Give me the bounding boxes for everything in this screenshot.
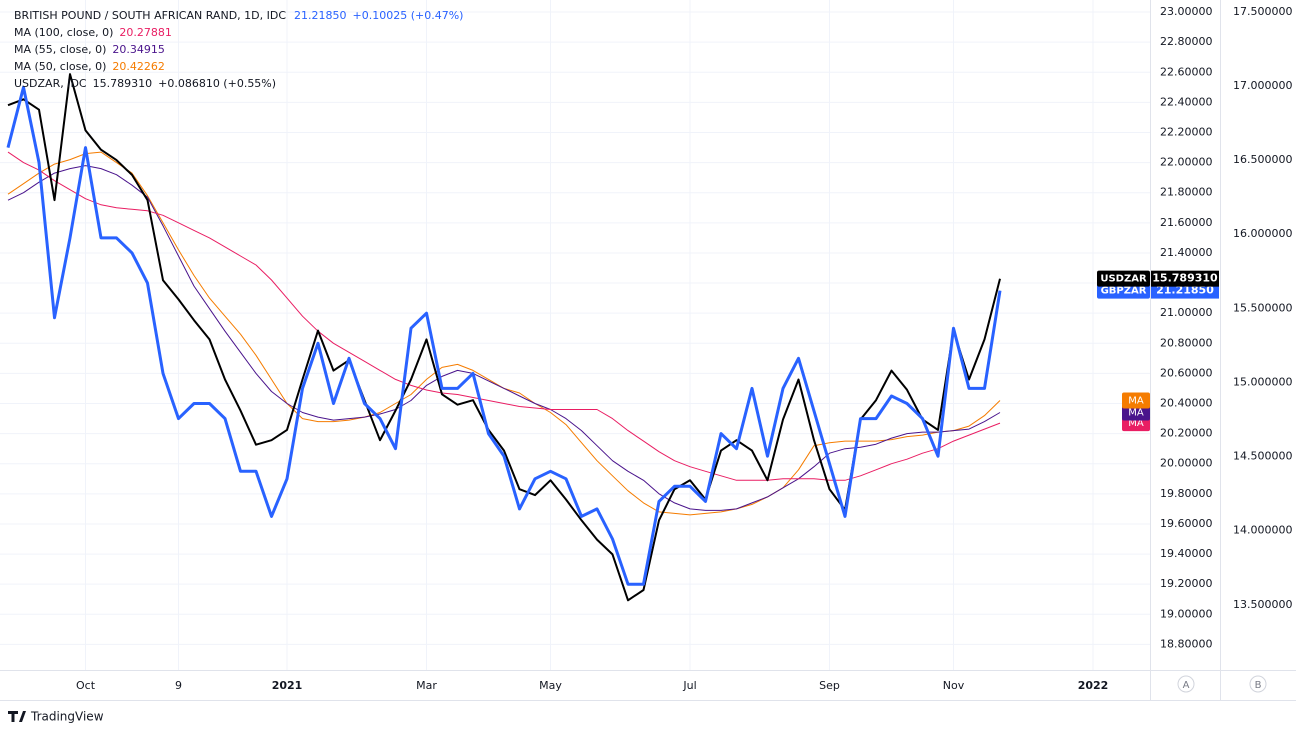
x-tick-label: Oct (76, 679, 96, 692)
legend-label: MA (50, close, 0) (14, 60, 106, 73)
x-tick-label: 2021 (272, 679, 303, 692)
y-tick-label: 19.80000 (1160, 487, 1213, 500)
scale-button[interactable] (1249, 675, 1267, 693)
y2-tick-label: 17.500000 (1233, 5, 1293, 18)
price-tag (1122, 404, 1150, 421)
y2-tick-label: 14.500000 (1233, 450, 1293, 463)
grid (0, 0, 1150, 670)
legend-value: 20.42262 (112, 60, 165, 73)
x-tick-label: Nov (943, 679, 965, 692)
series-line (6, 85, 1002, 586)
price-tag-name: USDZAR (1100, 274, 1147, 285)
y-tick-label: 21.00000 (1160, 306, 1213, 319)
y-tick-label: 22.20000 (1160, 125, 1213, 138)
title-change: +0.10025 (+0.47%) (353, 9, 464, 22)
scale-button[interactable] (1177, 675, 1195, 693)
y2-tick-label: 15.000000 (1233, 375, 1293, 388)
y-tick-label: 21.60000 (1160, 216, 1213, 229)
y-tick-label: 20.60000 (1160, 366, 1213, 379)
price-tag-name: MA (1128, 408, 1144, 419)
legend-value: 20.34915 (112, 43, 165, 56)
y-tick-label: 18.80000 (1160, 637, 1213, 650)
price-tag (1151, 270, 1219, 287)
y-tick-label: 20.20000 (1160, 427, 1213, 440)
legend: BRITISH POUND / SOUTH AFRICAN RAND, 1D, … (14, 9, 463, 90)
y-tick-label: 21.40000 (1160, 246, 1213, 259)
y-tick-label: 22.00000 (1160, 156, 1213, 169)
y-tick-label: 22.80000 (1160, 35, 1213, 48)
legend-value: 15.789310 (93, 77, 153, 90)
y-tick-label: 22.60000 (1160, 65, 1213, 78)
y-tick-label: 21.80000 (1160, 186, 1213, 199)
y2-tick-label: 17.000000 (1233, 79, 1293, 92)
price-tag-value: 21.21850 (1156, 284, 1214, 297)
scale-button-label[interactable]: A (1183, 680, 1190, 691)
y-tick-label: 19.40000 (1160, 547, 1213, 560)
price-tag (1122, 392, 1150, 409)
x-tick-label: Jul (682, 679, 696, 692)
series-line (7, 73, 1001, 602)
price-tag-name: MA (1128, 395, 1144, 406)
axes: 18.80000 19.00000 19.20000 19.40000 19.60000… (76, 5, 1293, 692)
legend-label: MA (55, close, 0) (14, 43, 106, 56)
price-tag-name: MA (1128, 418, 1144, 429)
x-tick-label: 9 (175, 679, 182, 692)
title: BRITISH POUND / SOUTH AFRICAN RAND, 1D, … (14, 9, 286, 22)
y-tick-label: 20.00000 (1160, 457, 1213, 470)
y-tick-label: 20.80000 (1160, 336, 1213, 349)
price-tag (1097, 270, 1150, 287)
x-tick-label: Sep (819, 679, 840, 692)
y2-tick-label: 16.500000 (1233, 153, 1293, 166)
title-value: 21.21850 (294, 9, 347, 22)
price-tag-value: 15.789310 (1152, 272, 1218, 285)
y-tick-label: 19.20000 (1160, 577, 1213, 590)
y-tick-label: 23.00000 (1160, 5, 1213, 18)
brand-logo (8, 711, 26, 722)
scale-button-label[interactable]: B (1255, 680, 1262, 691)
legend-value: 20.27881 (119, 26, 172, 39)
y-tick-label: 20.40000 (1160, 397, 1213, 410)
y-tick-label: 22.40000 (1160, 95, 1213, 108)
x-tick-label: 2022 (1078, 679, 1109, 692)
y2-tick-label: 16.000000 (1233, 227, 1293, 240)
x-tick-label: Mar (416, 679, 437, 692)
legend-label: USDZAR, IDC (14, 77, 87, 90)
y2-tick-label: 13.500000 (1233, 598, 1293, 611)
x-tick-label: May (539, 679, 562, 692)
brand: TradingView (30, 710, 104, 724)
legend-label: MA (100, close, 0) (14, 26, 113, 39)
y2-tick-label: 14.000000 (1233, 524, 1293, 537)
series-line (7, 165, 1001, 511)
legend-change: +0.086810 (+0.55%) (158, 77, 276, 90)
y-tick-label: 19.00000 (1160, 607, 1213, 620)
price-tag-name: GBPZAR (1101, 286, 1147, 297)
y2-tick-label: 15.500000 (1233, 301, 1293, 314)
y-tick-label: 19.60000 (1160, 517, 1213, 530)
plot (6, 73, 1002, 602)
